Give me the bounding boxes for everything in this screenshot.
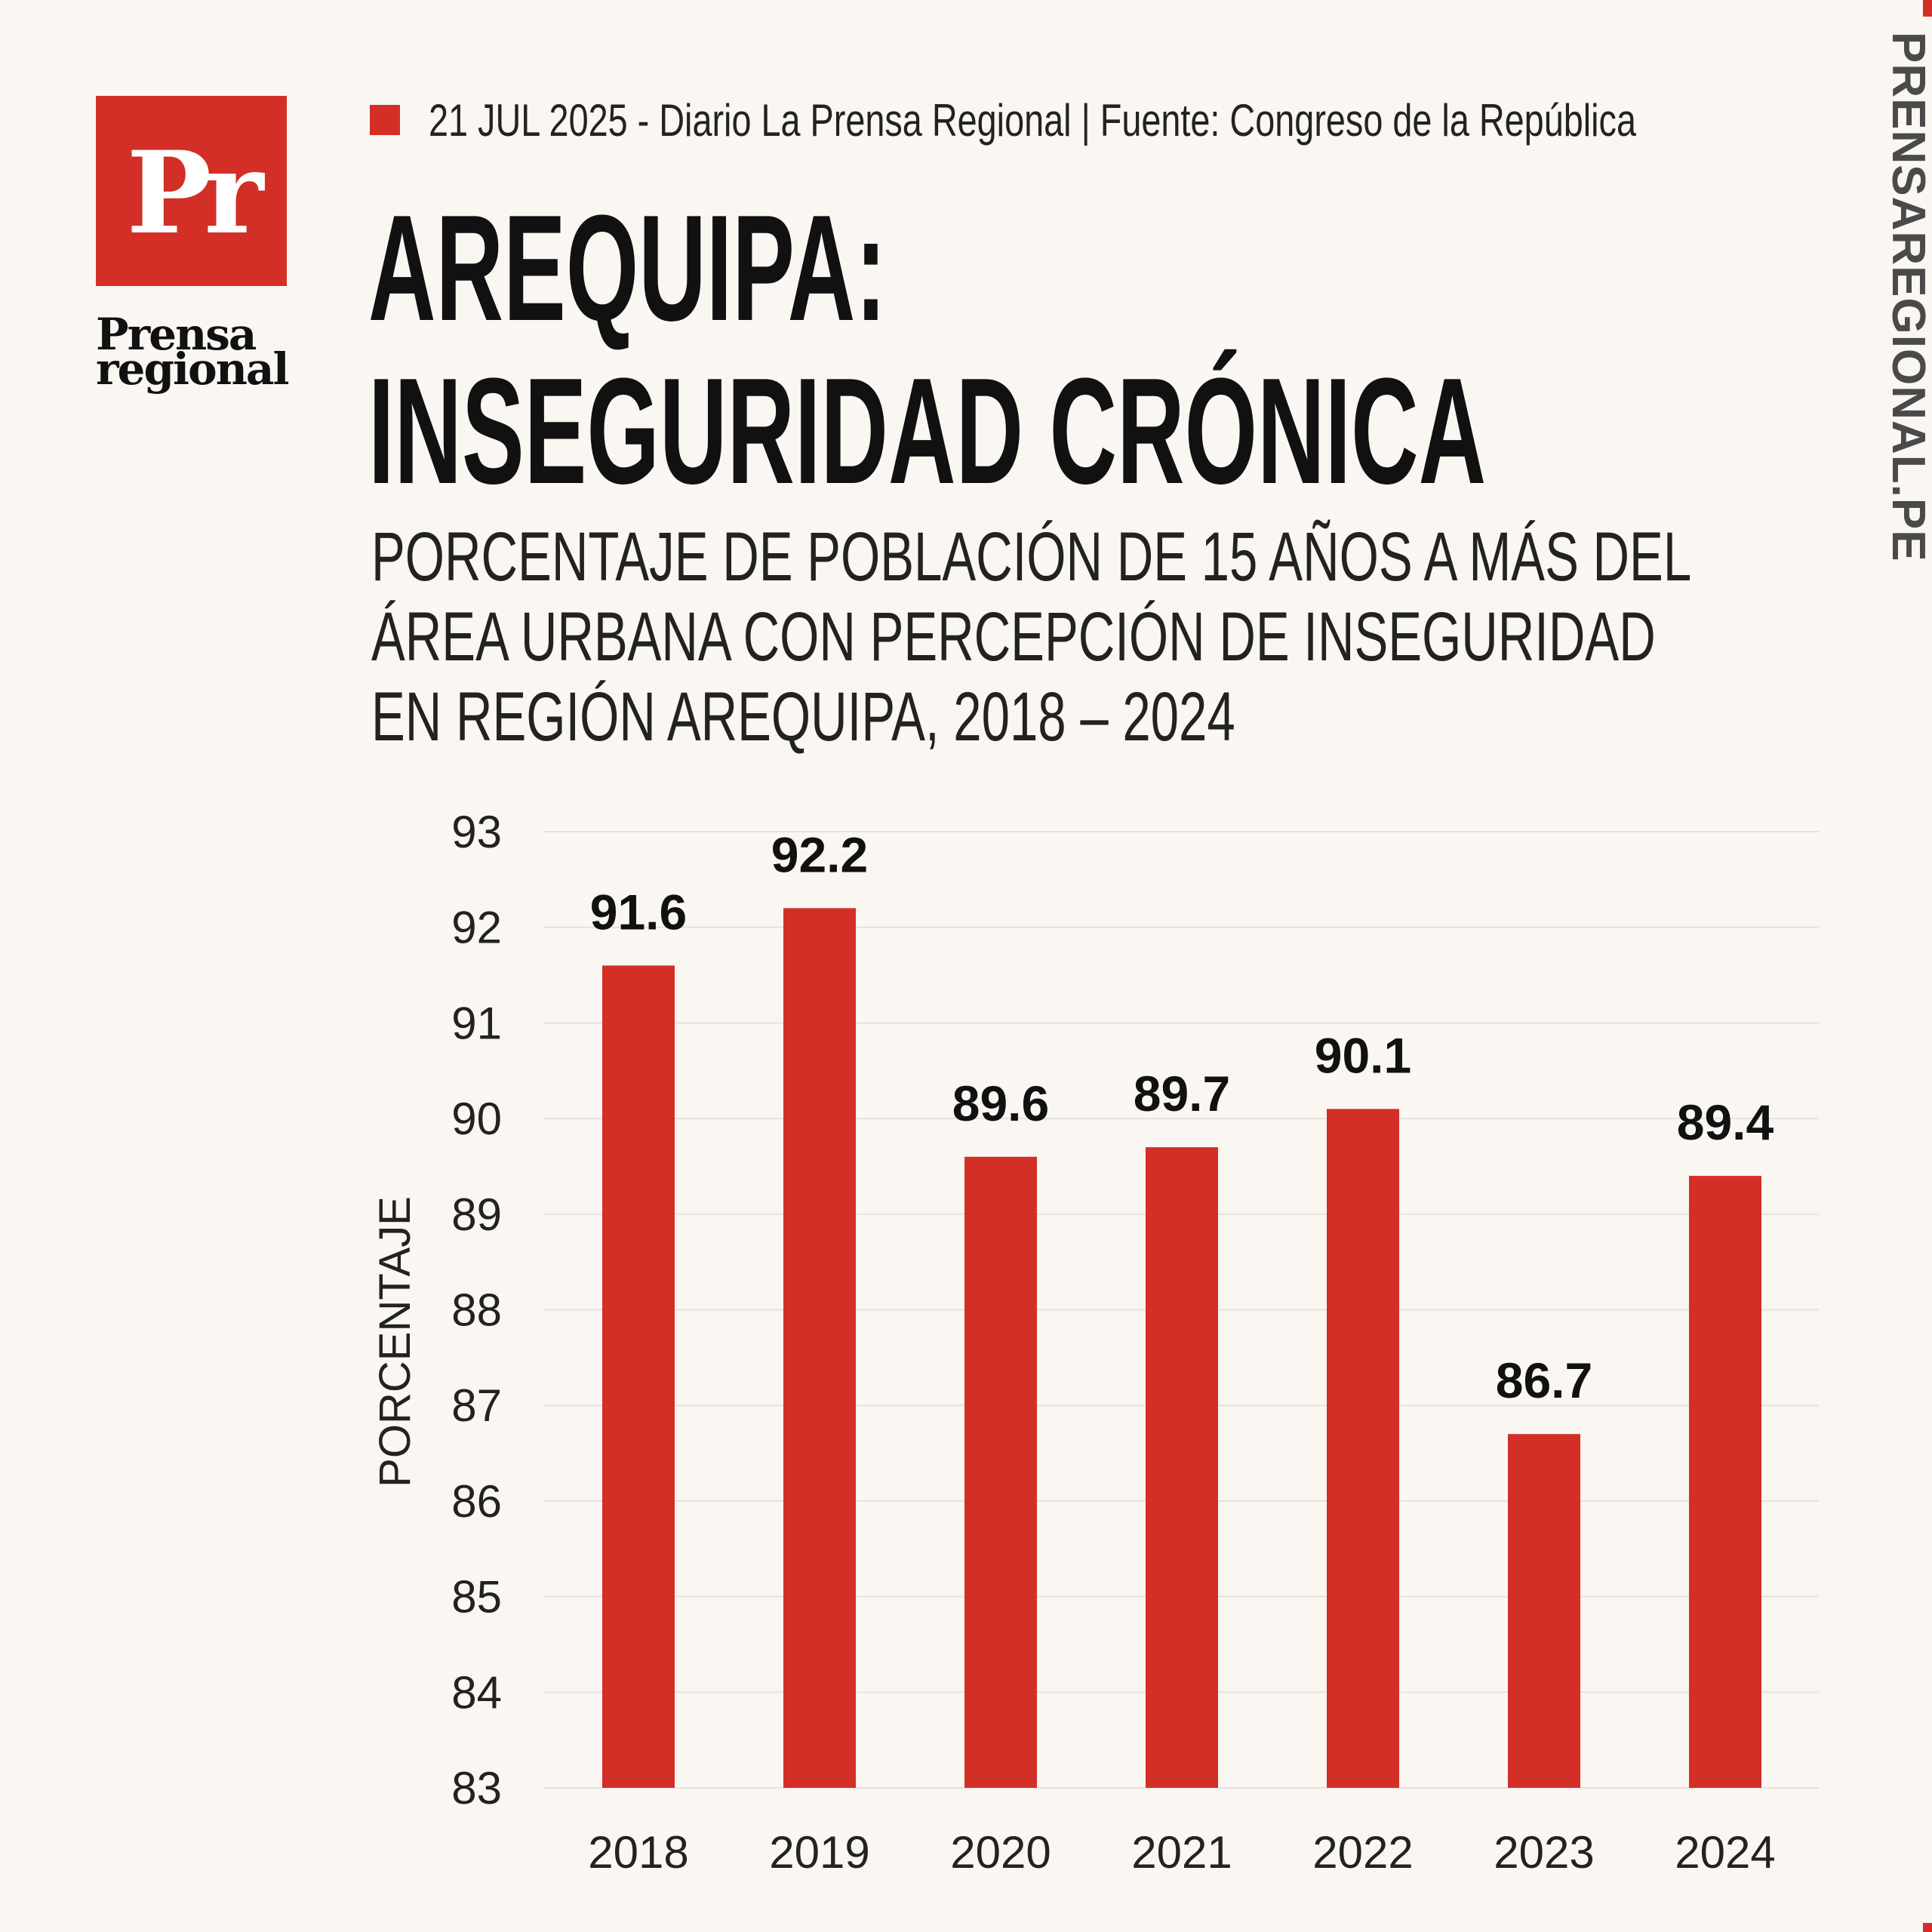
side-brand: PRENSAREGIONAL.PE — [1882, 32, 1932, 562]
y-tick-label: 90 — [451, 1094, 502, 1144]
y-tick-label: 86 — [451, 1476, 502, 1527]
value-labels: 91.6 92.2 89.6 89.7 90.1 86.7 89.4 — [590, 826, 1774, 1408]
y-tick-label: 83 — [451, 1763, 502, 1814]
bar — [964, 1156, 1037, 1788]
value-label: 89.6 — [952, 1075, 1049, 1131]
bar — [1146, 1147, 1218, 1788]
logo-name-line2: regional — [96, 343, 290, 395]
y-tick-label: 87 — [451, 1380, 502, 1431]
title-line2: INSEGURIDAD CRÓNICA — [368, 347, 1487, 515]
y-axis-ticks: 83 84 85 86 87 88 89 90 91 92 93 — [451, 807, 502, 1814]
meta-text: 21 JUL 2025 - Diario La Prensa Regional … — [429, 94, 1636, 146]
x-tick-label: 2019 — [769, 1827, 869, 1878]
value-label: 89.4 — [1677, 1094, 1774, 1150]
bar — [1327, 1109, 1399, 1788]
y-tick-label: 93 — [451, 807, 502, 857]
value-label: 86.7 — [1496, 1352, 1592, 1408]
meta-line: 21 JUL 2025 - Diario La Prensa Regional … — [370, 94, 1932, 146]
x-axis-ticks: 2018 2019 2020 2021 2022 2023 2024 — [588, 1827, 1775, 1878]
bar — [602, 965, 675, 1788]
bar — [1508, 1434, 1580, 1788]
y-tick-label: 89 — [451, 1189, 502, 1240]
x-tick-label: 2020 — [950, 1827, 1051, 1878]
subtitle-line3: EN REGIÓN AREQUIPA, 2018 – 2024 — [371, 678, 1235, 755]
top-red-edge — [1923, 0, 1932, 17]
chart-subtitle: PORCENTAJE DE POBLACIÓN DE 15 AÑOS A MÁS… — [371, 517, 1730, 757]
x-tick-label: 2018 — [588, 1827, 688, 1878]
value-label: 90.1 — [1315, 1027, 1411, 1083]
x-tick-label: 2021 — [1131, 1827, 1232, 1878]
value-label: 89.7 — [1134, 1066, 1230, 1121]
y-axis-label: PORCENTAJE — [371, 1196, 420, 1487]
bars — [602, 908, 1761, 1788]
logo-mark-text: Pr — [126, 127, 264, 260]
page-title: AREQUIPA: INSEGURIDAD CRÓNICA — [368, 187, 1727, 513]
bar — [1689, 1176, 1761, 1788]
bar — [783, 908, 856, 1788]
bottom-red-edge — [1923, 1923, 1932, 1932]
x-tick-label: 2024 — [1675, 1827, 1775, 1878]
y-tick-label: 84 — [451, 1667, 502, 1718]
subtitle-line1: PORCENTAJE DE POBLACIÓN DE 15 AÑOS A MÁS… — [371, 518, 1692, 595]
x-tick-label: 2022 — [1312, 1827, 1413, 1878]
value-label: 92.2 — [771, 826, 868, 882]
logo-name-line1: Prensa — [96, 309, 257, 360]
logo-mark: Pr — [96, 96, 287, 286]
value-label: 91.6 — [590, 884, 687, 940]
subtitle-line2: ÁREA URBANA CON PERCEPCIÓN DE INSEGURIDA… — [371, 598, 1656, 675]
y-tick-label: 88 — [451, 1285, 502, 1336]
y-tick-label: 92 — [451, 903, 502, 953]
title-line1: AREQUIPA: — [368, 184, 887, 352]
red-square-bullet-icon — [370, 105, 400, 135]
x-tick-label: 2023 — [1494, 1827, 1594, 1878]
y-tick-label: 85 — [451, 1572, 502, 1623]
logo-name: Prensa regional — [96, 309, 292, 395]
y-tick-label: 91 — [451, 998, 502, 1048]
